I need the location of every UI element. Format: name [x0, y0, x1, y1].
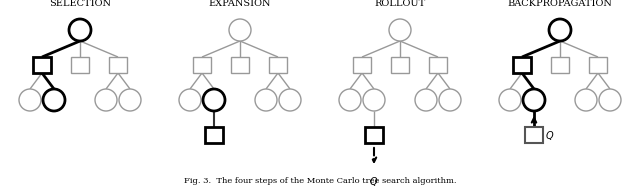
Circle shape	[339, 89, 361, 111]
Bar	[205, 127, 223, 143]
Bar	[551, 57, 569, 73]
Bar	[525, 127, 543, 143]
Circle shape	[69, 19, 91, 41]
Bar	[33, 57, 51, 73]
Circle shape	[229, 19, 251, 41]
Bar	[193, 57, 211, 73]
Circle shape	[179, 89, 201, 111]
Circle shape	[439, 89, 461, 111]
Bar	[365, 127, 383, 143]
Text: ROLLOUT: ROLLOUT	[374, 0, 426, 8]
Text: EXPANSION: EXPANSION	[209, 0, 271, 8]
Circle shape	[549, 19, 571, 41]
Text: $Q$: $Q$	[369, 175, 379, 188]
Circle shape	[499, 89, 521, 111]
Circle shape	[599, 89, 621, 111]
Circle shape	[363, 89, 385, 111]
Circle shape	[43, 89, 65, 111]
Text: BACKPROPAGATION: BACKPROPAGATION	[508, 0, 612, 8]
Text: SELECTION: SELECTION	[49, 0, 111, 8]
Circle shape	[119, 89, 141, 111]
Bar	[513, 57, 531, 73]
Bar	[589, 57, 607, 73]
Bar	[109, 57, 127, 73]
Circle shape	[255, 89, 277, 111]
Circle shape	[389, 19, 411, 41]
Bar	[231, 57, 249, 73]
Circle shape	[95, 89, 117, 111]
Text: $Q$: $Q$	[545, 128, 554, 142]
Circle shape	[415, 89, 437, 111]
Bar	[71, 57, 89, 73]
Bar	[429, 57, 447, 73]
Circle shape	[203, 89, 225, 111]
Text: Fig. 3.  The four steps of the Monte Carlo tree search algorithm.: Fig. 3. The four steps of the Monte Carl…	[184, 177, 456, 185]
Circle shape	[19, 89, 41, 111]
Circle shape	[523, 89, 545, 111]
Bar	[391, 57, 409, 73]
Circle shape	[279, 89, 301, 111]
Bar	[269, 57, 287, 73]
Circle shape	[575, 89, 597, 111]
Bar	[353, 57, 371, 73]
